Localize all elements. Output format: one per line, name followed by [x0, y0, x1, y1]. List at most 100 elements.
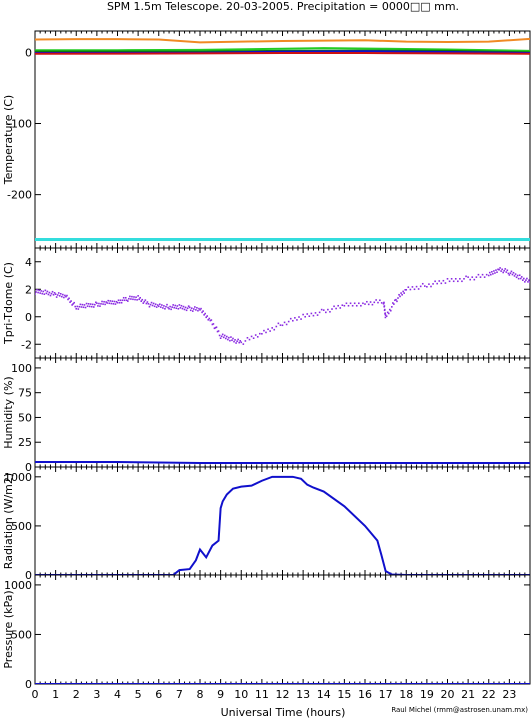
data-point	[75, 307, 78, 310]
data-point	[165, 305, 167, 308]
x-tick-label: 19	[420, 688, 434, 701]
y-axis-label: Humidity (%)	[2, 376, 15, 448]
data-point	[214, 326, 217, 329]
data-point	[41, 292, 44, 295]
data-point	[415, 285, 418, 288]
y-axis-label: Pressure (kPa)	[2, 590, 15, 668]
data-point	[218, 334, 221, 337]
data-point	[90, 305, 93, 308]
data-point	[503, 269, 506, 272]
data-point	[95, 301, 97, 304]
data-point	[397, 297, 399, 299]
data-point	[39, 292, 41, 294]
data-point	[71, 304, 73, 306]
data-point	[296, 319, 298, 321]
data-point	[385, 315, 388, 317]
data-point	[343, 304, 346, 307]
data-point	[383, 305, 386, 307]
data-point	[103, 300, 105, 303]
data-point	[442, 279, 445, 282]
data-point	[411, 286, 414, 288]
data-point	[457, 280, 459, 283]
data-point	[269, 330, 271, 332]
data-point	[158, 303, 161, 306]
x-tick-label: 3	[93, 688, 100, 701]
data-point	[217, 330, 220, 332]
data-point	[70, 300, 72, 302]
data-point	[373, 301, 376, 304]
x-tick-label: 7	[176, 688, 183, 701]
data-point	[505, 271, 508, 273]
data-point	[409, 288, 412, 291]
data-point	[521, 279, 524, 281]
data-point	[208, 317, 211, 320]
data-point	[473, 278, 476, 281]
x-tick-label: 4	[114, 688, 121, 701]
data-point	[107, 299, 110, 302]
data-point	[430, 285, 432, 288]
x-tick-label: 23	[502, 688, 516, 701]
data-point	[193, 308, 195, 310]
data-point	[202, 310, 204, 312]
y-tick-label: 500	[11, 628, 32, 641]
panel-temperature: 0 -100 -200 Temperature (C)	[2, 30, 531, 249]
data-point	[195, 309, 197, 311]
data-point	[134, 298, 136, 301]
data-point	[160, 306, 162, 308]
data-point	[240, 341, 243, 344]
data-point	[42, 290, 45, 293]
data-point	[67, 298, 69, 301]
panel-data	[35, 461, 530, 465]
data-point	[121, 299, 124, 302]
data-point	[219, 337, 222, 339]
panel-data	[35, 37, 530, 241]
data-point	[45, 292, 48, 295]
data-point	[150, 301, 153, 304]
data-point	[248, 338, 251, 341]
data-point	[524, 281, 526, 283]
data-point	[210, 319, 213, 321]
data-point	[102, 303, 104, 305]
data-point	[339, 307, 342, 309]
data-point	[496, 271, 498, 273]
data-point	[190, 307, 193, 310]
data-point	[267, 328, 269, 331]
panel-frame	[34, 574, 531, 685]
data-point	[131, 295, 133, 298]
data-point	[525, 279, 527, 281]
data-point	[55, 296, 58, 298]
data-point	[351, 304, 354, 307]
data-point	[92, 306, 95, 308]
y-tick-label: 0	[25, 46, 32, 59]
data-point	[145, 302, 148, 305]
x-tick-label: 13	[296, 688, 310, 701]
data-point	[394, 299, 396, 302]
data-point	[375, 299, 377, 301]
data-point	[362, 302, 364, 305]
data-point	[209, 319, 212, 322]
data-point	[292, 319, 294, 322]
data-point	[322, 309, 325, 311]
data-point	[379, 299, 381, 302]
data-point	[57, 292, 60, 294]
data-point	[151, 304, 154, 307]
panel-humidity: 100 75 50 25 0 Humidity (%)	[2, 357, 531, 474]
data-point	[504, 268, 507, 270]
data-point	[56, 294, 59, 296]
data-point	[127, 300, 129, 302]
data-point	[512, 271, 515, 274]
data-point	[101, 300, 103, 303]
x-tick-label: 18	[399, 688, 413, 701]
data-point	[252, 337, 255, 339]
data-point	[403, 292, 405, 294]
data-point	[140, 300, 143, 303]
data-point	[333, 305, 335, 308]
data-point	[130, 298, 132, 300]
data-point	[174, 304, 177, 307]
data-point	[434, 280, 436, 283]
chart-panels: 0 -100 -200 Temperature (C) 4 2 0 -2 Tpri-Tdome …	[2, 30, 531, 691]
data-point	[125, 299, 128, 302]
data-point	[204, 312, 206, 315]
data-point	[493, 270, 495, 272]
